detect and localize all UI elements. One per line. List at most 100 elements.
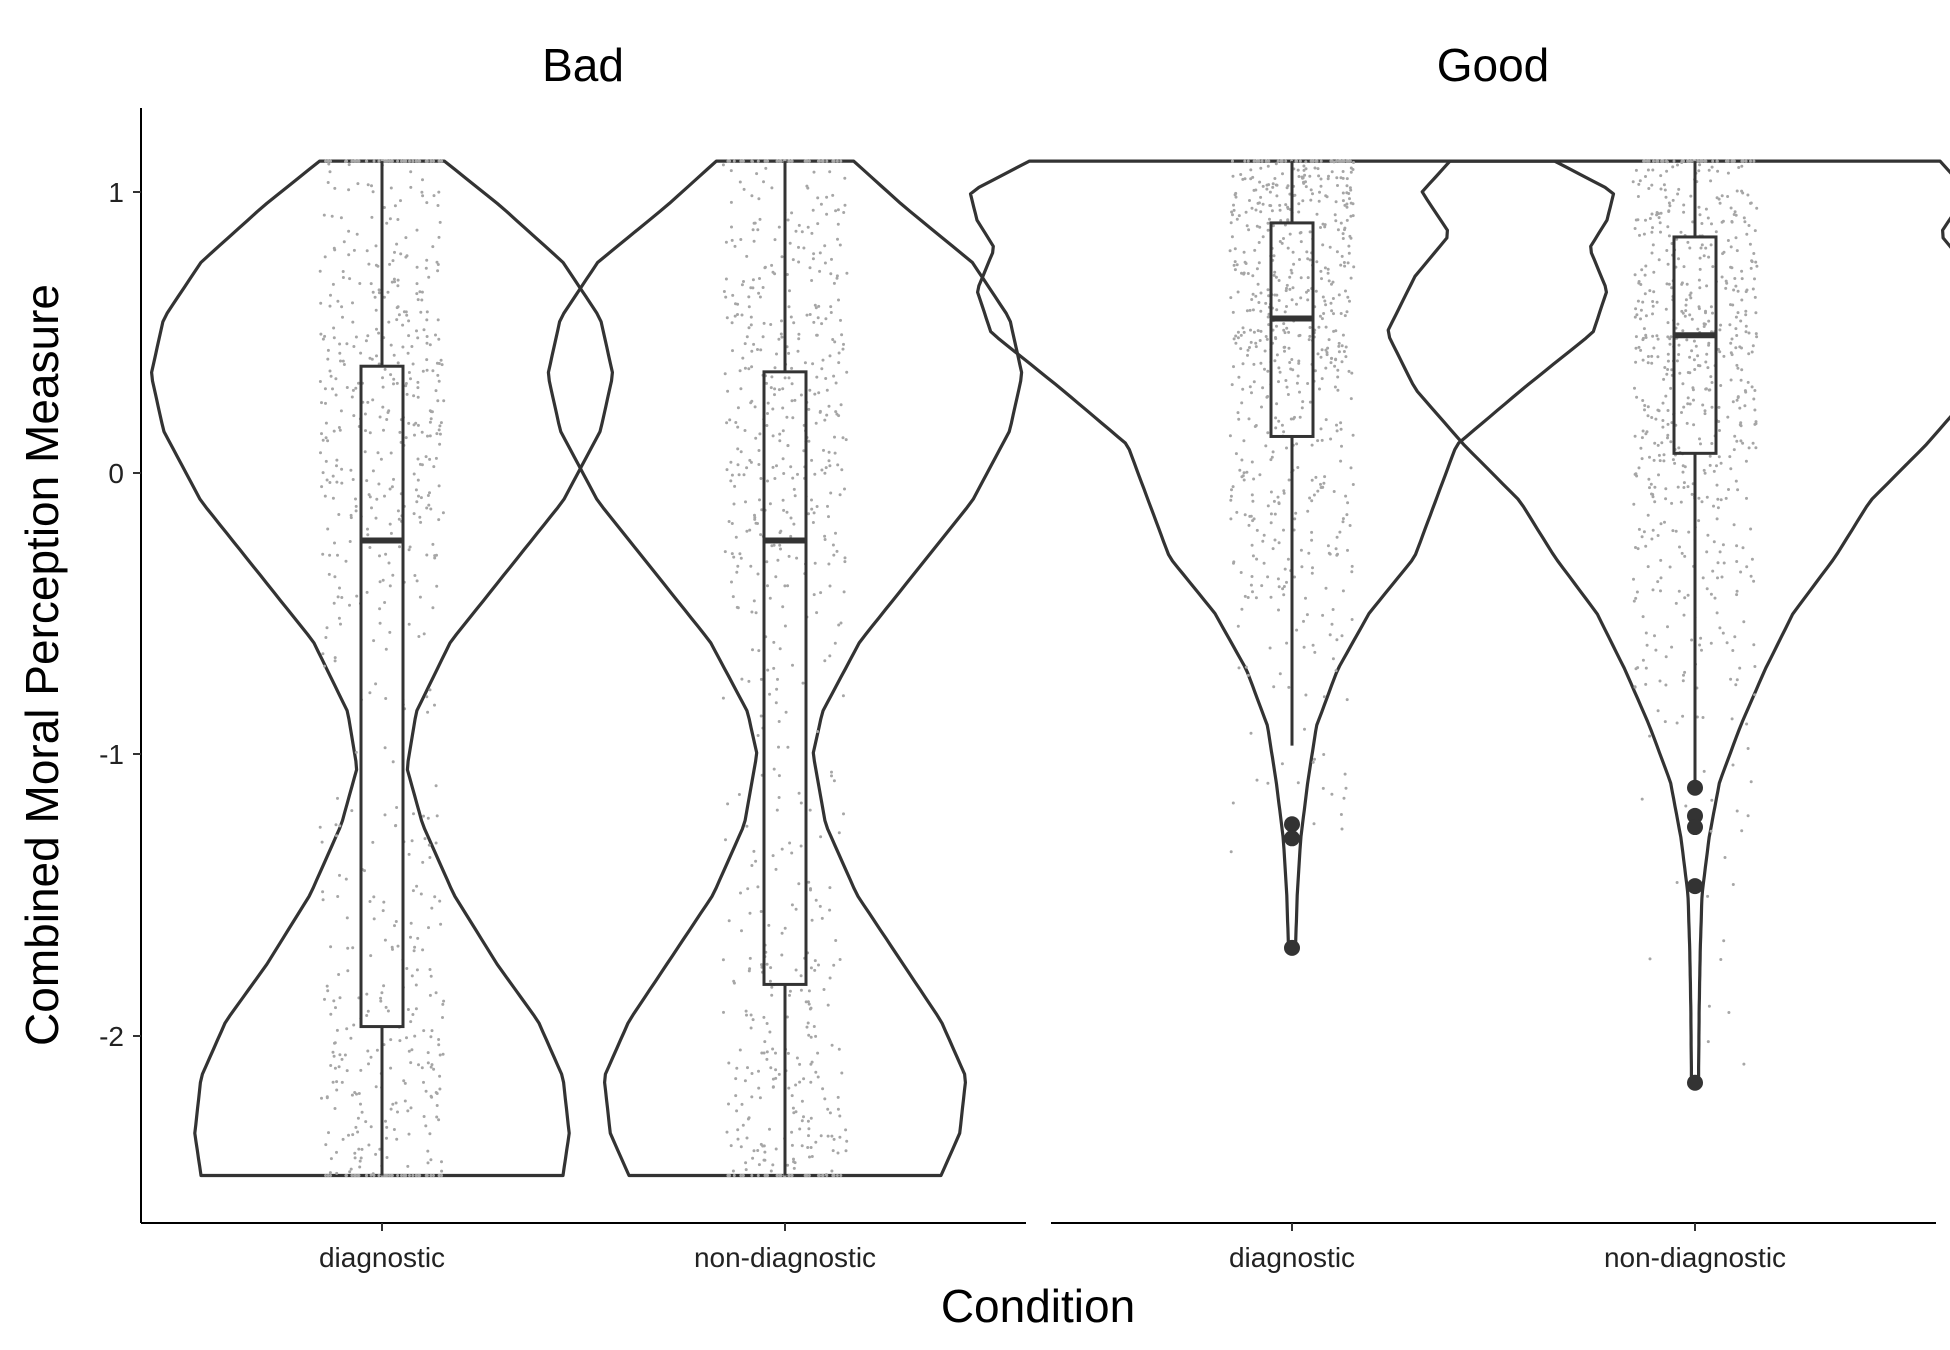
jitter-point [391, 947, 394, 951]
jitter-point [1646, 355, 1650, 358]
jitter-point [811, 362, 815, 366]
jitter-point [378, 607, 382, 611]
jitter-point [1704, 246, 1708, 250]
jitter-point [731, 1169, 735, 1173]
jitter-point [1683, 554, 1687, 558]
jitter-point [789, 516, 793, 520]
jitter-point [1682, 203, 1686, 207]
jitter-point [336, 553, 339, 557]
jitter-point [385, 1174, 389, 1177]
jitter-point [419, 520, 423, 524]
jitter-point [1272, 499, 1276, 503]
jitter-point [1328, 633, 1332, 637]
jitter-point [1242, 250, 1246, 254]
jitter-point [1248, 346, 1251, 349]
jitter-point [407, 548, 411, 552]
jitter-point [1753, 408, 1757, 412]
jitter-point [1646, 361, 1650, 365]
jitter-point [401, 323, 405, 327]
jitter-point [1643, 273, 1647, 277]
jitter-point [1693, 368, 1697, 371]
jitter-point [1337, 344, 1341, 348]
jitter-point [806, 225, 810, 229]
jitter-point [805, 313, 809, 317]
jitter-point [1340, 360, 1344, 364]
jitter-point [845, 370, 849, 374]
jitter-point [1338, 159, 1342, 163]
jitter-point [326, 527, 330, 531]
jitter-point [380, 991, 384, 995]
jitter-point [349, 516, 353, 520]
jitter-point [364, 1120, 368, 1124]
jitter-point [434, 784, 438, 788]
jitter-point [1348, 299, 1351, 303]
jitter-point [1315, 159, 1319, 163]
jitter-point [365, 249, 369, 253]
jitter-point [1285, 446, 1288, 450]
facet-title-good: Good [1437, 39, 1550, 91]
jitter-point [730, 225, 733, 229]
jitter-point [721, 163, 725, 167]
jitter-point [351, 320, 355, 324]
jitter-point [765, 1050, 769, 1054]
jitter-point [1255, 224, 1259, 228]
jitter-point [1247, 417, 1251, 421]
jitter-point [1349, 170, 1353, 174]
jitter-point [1275, 194, 1279, 198]
jitter-point [378, 580, 382, 584]
jitter-point [1650, 251, 1654, 255]
jitter-point [1285, 305, 1288, 308]
jitter-point [1705, 284, 1709, 288]
jitter-point [785, 273, 789, 276]
jitter-point [1752, 643, 1756, 647]
jitter-point [1657, 258, 1661, 262]
jitter-point [843, 560, 847, 564]
jitter-point [331, 387, 334, 391]
jitter-point [1251, 274, 1255, 278]
jitter-point [1334, 219, 1338, 223]
jitter-point [816, 316, 820, 320]
jitter-point [839, 403, 843, 407]
jitter-point [1232, 263, 1236, 267]
jitter-point [780, 931, 784, 935]
jitter-point [1246, 272, 1250, 275]
jitter-point [1349, 166, 1353, 170]
jitter-point [1335, 159, 1339, 163]
jitter-point [1321, 613, 1325, 617]
jitter-point [819, 835, 823, 839]
jitter-point [374, 682, 378, 686]
jitter-point [810, 458, 814, 462]
jitter-point [772, 640, 776, 644]
jitter-point [1305, 290, 1308, 294]
jitter-point [788, 241, 792, 245]
jitter-point [1282, 528, 1285, 532]
jitter-point [1240, 475, 1244, 479]
jitter-point [1680, 551, 1684, 555]
jitter-point [350, 1093, 354, 1097]
jitter-point [828, 464, 832, 468]
jitter-point [1229, 517, 1233, 521]
jitter-point [366, 400, 370, 404]
jitter-point [1303, 727, 1306, 731]
jitter-point [1670, 368, 1674, 372]
jitter-point [1264, 444, 1268, 448]
jitter-point [1650, 230, 1654, 234]
jitter-point [319, 332, 323, 336]
jitter-point [349, 468, 353, 472]
jitter-point [1683, 314, 1687, 318]
jitter-point [1335, 638, 1339, 642]
jitter-point [749, 460, 753, 464]
jitter-point [388, 584, 392, 588]
jitter-point [732, 1174, 736, 1177]
jitter-point [1335, 429, 1339, 433]
jitter-point [1704, 311, 1707, 315]
jitter-point [743, 1079, 747, 1083]
jitter-point [1271, 547, 1275, 551]
jitter-point [816, 196, 820, 200]
jitter-point [1301, 199, 1305, 203]
jitter-point [346, 946, 350, 950]
jitter-point [333, 1107, 337, 1110]
jitter-point [1710, 405, 1714, 409]
jitter-point [1719, 498, 1723, 502]
jitter-point [1335, 250, 1339, 254]
